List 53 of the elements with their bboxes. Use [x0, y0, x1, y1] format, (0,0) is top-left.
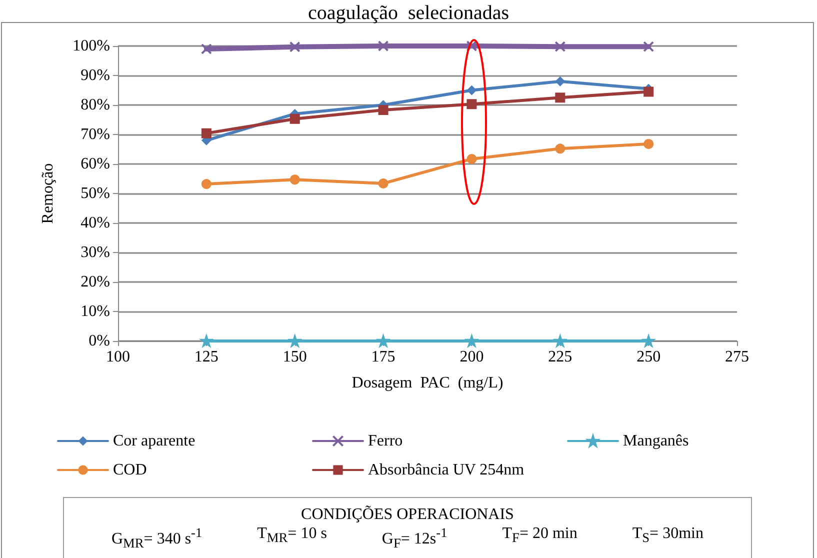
x-tick-label: 150: [282, 348, 307, 366]
x-tick-label: 250: [636, 348, 661, 366]
point: [290, 174, 300, 185]
x-tick-label: 125: [194, 348, 218, 366]
point: [201, 179, 212, 190]
x-tick-label: 225: [548, 348, 572, 366]
text: T$_{S}$= 30min: [632, 525, 704, 548]
y-tick-label: 100%: [72, 38, 110, 54]
point: [555, 144, 566, 154]
x-axis-title: Dosagem PAC (mg/L): [352, 374, 504, 392]
text: G$_{F}$= 12s$^{-1}$: [382, 525, 448, 552]
point: [643, 41, 654, 52]
x-tick-label: 100: [106, 348, 130, 366]
x-tick-label: 275: [725, 348, 749, 366]
legend-label: Ferro: [368, 432, 403, 450]
point: [289, 41, 300, 52]
text: T$_{MR}$= 10 s: [257, 525, 327, 548]
point: [554, 41, 566, 52]
point: [555, 92, 566, 103]
point: [378, 178, 388, 188]
point: [644, 86, 654, 97]
y-tick-label: 20%: [80, 274, 110, 290]
legend-label: COD: [113, 462, 147, 478]
y-tick-label: 30%: [80, 244, 110, 261]
text: T$_{F}$= 20 min: [502, 525, 578, 548]
point: [378, 40, 389, 52]
y-tick-label: 70%: [80, 126, 110, 143]
text: CONDIÇÕES OPERACIONAIS: [300, 506, 515, 524]
point: [200, 43, 212, 54]
y-tick-label: 60%: [80, 156, 110, 172]
y-tick-label: 50%: [80, 185, 110, 202]
legend-label: Manganês: [623, 432, 689, 450]
point: [466, 85, 477, 96]
point: [644, 138, 654, 149]
chart-title: coagulação selecionadas: [308, 2, 510, 24]
x-tick-label: 175: [371, 348, 396, 366]
y-axis-title: Remoção: [40, 163, 56, 224]
point: [555, 76, 566, 86]
legend-label: Cor aparente: [113, 432, 196, 450]
y-tick-label: 80%: [80, 96, 110, 114]
legend-label: Absorbância UV 254nm: [368, 462, 525, 478]
point: [466, 154, 477, 164]
point: [378, 105, 388, 116]
point: [290, 114, 300, 124]
text: G$_{MR}$= 340 s$^{-1}$: [111, 525, 202, 552]
y-tick-label: 40%: [80, 214, 110, 232]
x-tick-label: 200: [460, 348, 484, 366]
y-tick-label: 0%: [88, 332, 110, 350]
point: [201, 128, 212, 138]
point: [466, 99, 477, 110]
y-tick-label: 10%: [80, 303, 110, 320]
y-tick-label: 90%: [80, 67, 110, 84]
point: [466, 40, 478, 52]
